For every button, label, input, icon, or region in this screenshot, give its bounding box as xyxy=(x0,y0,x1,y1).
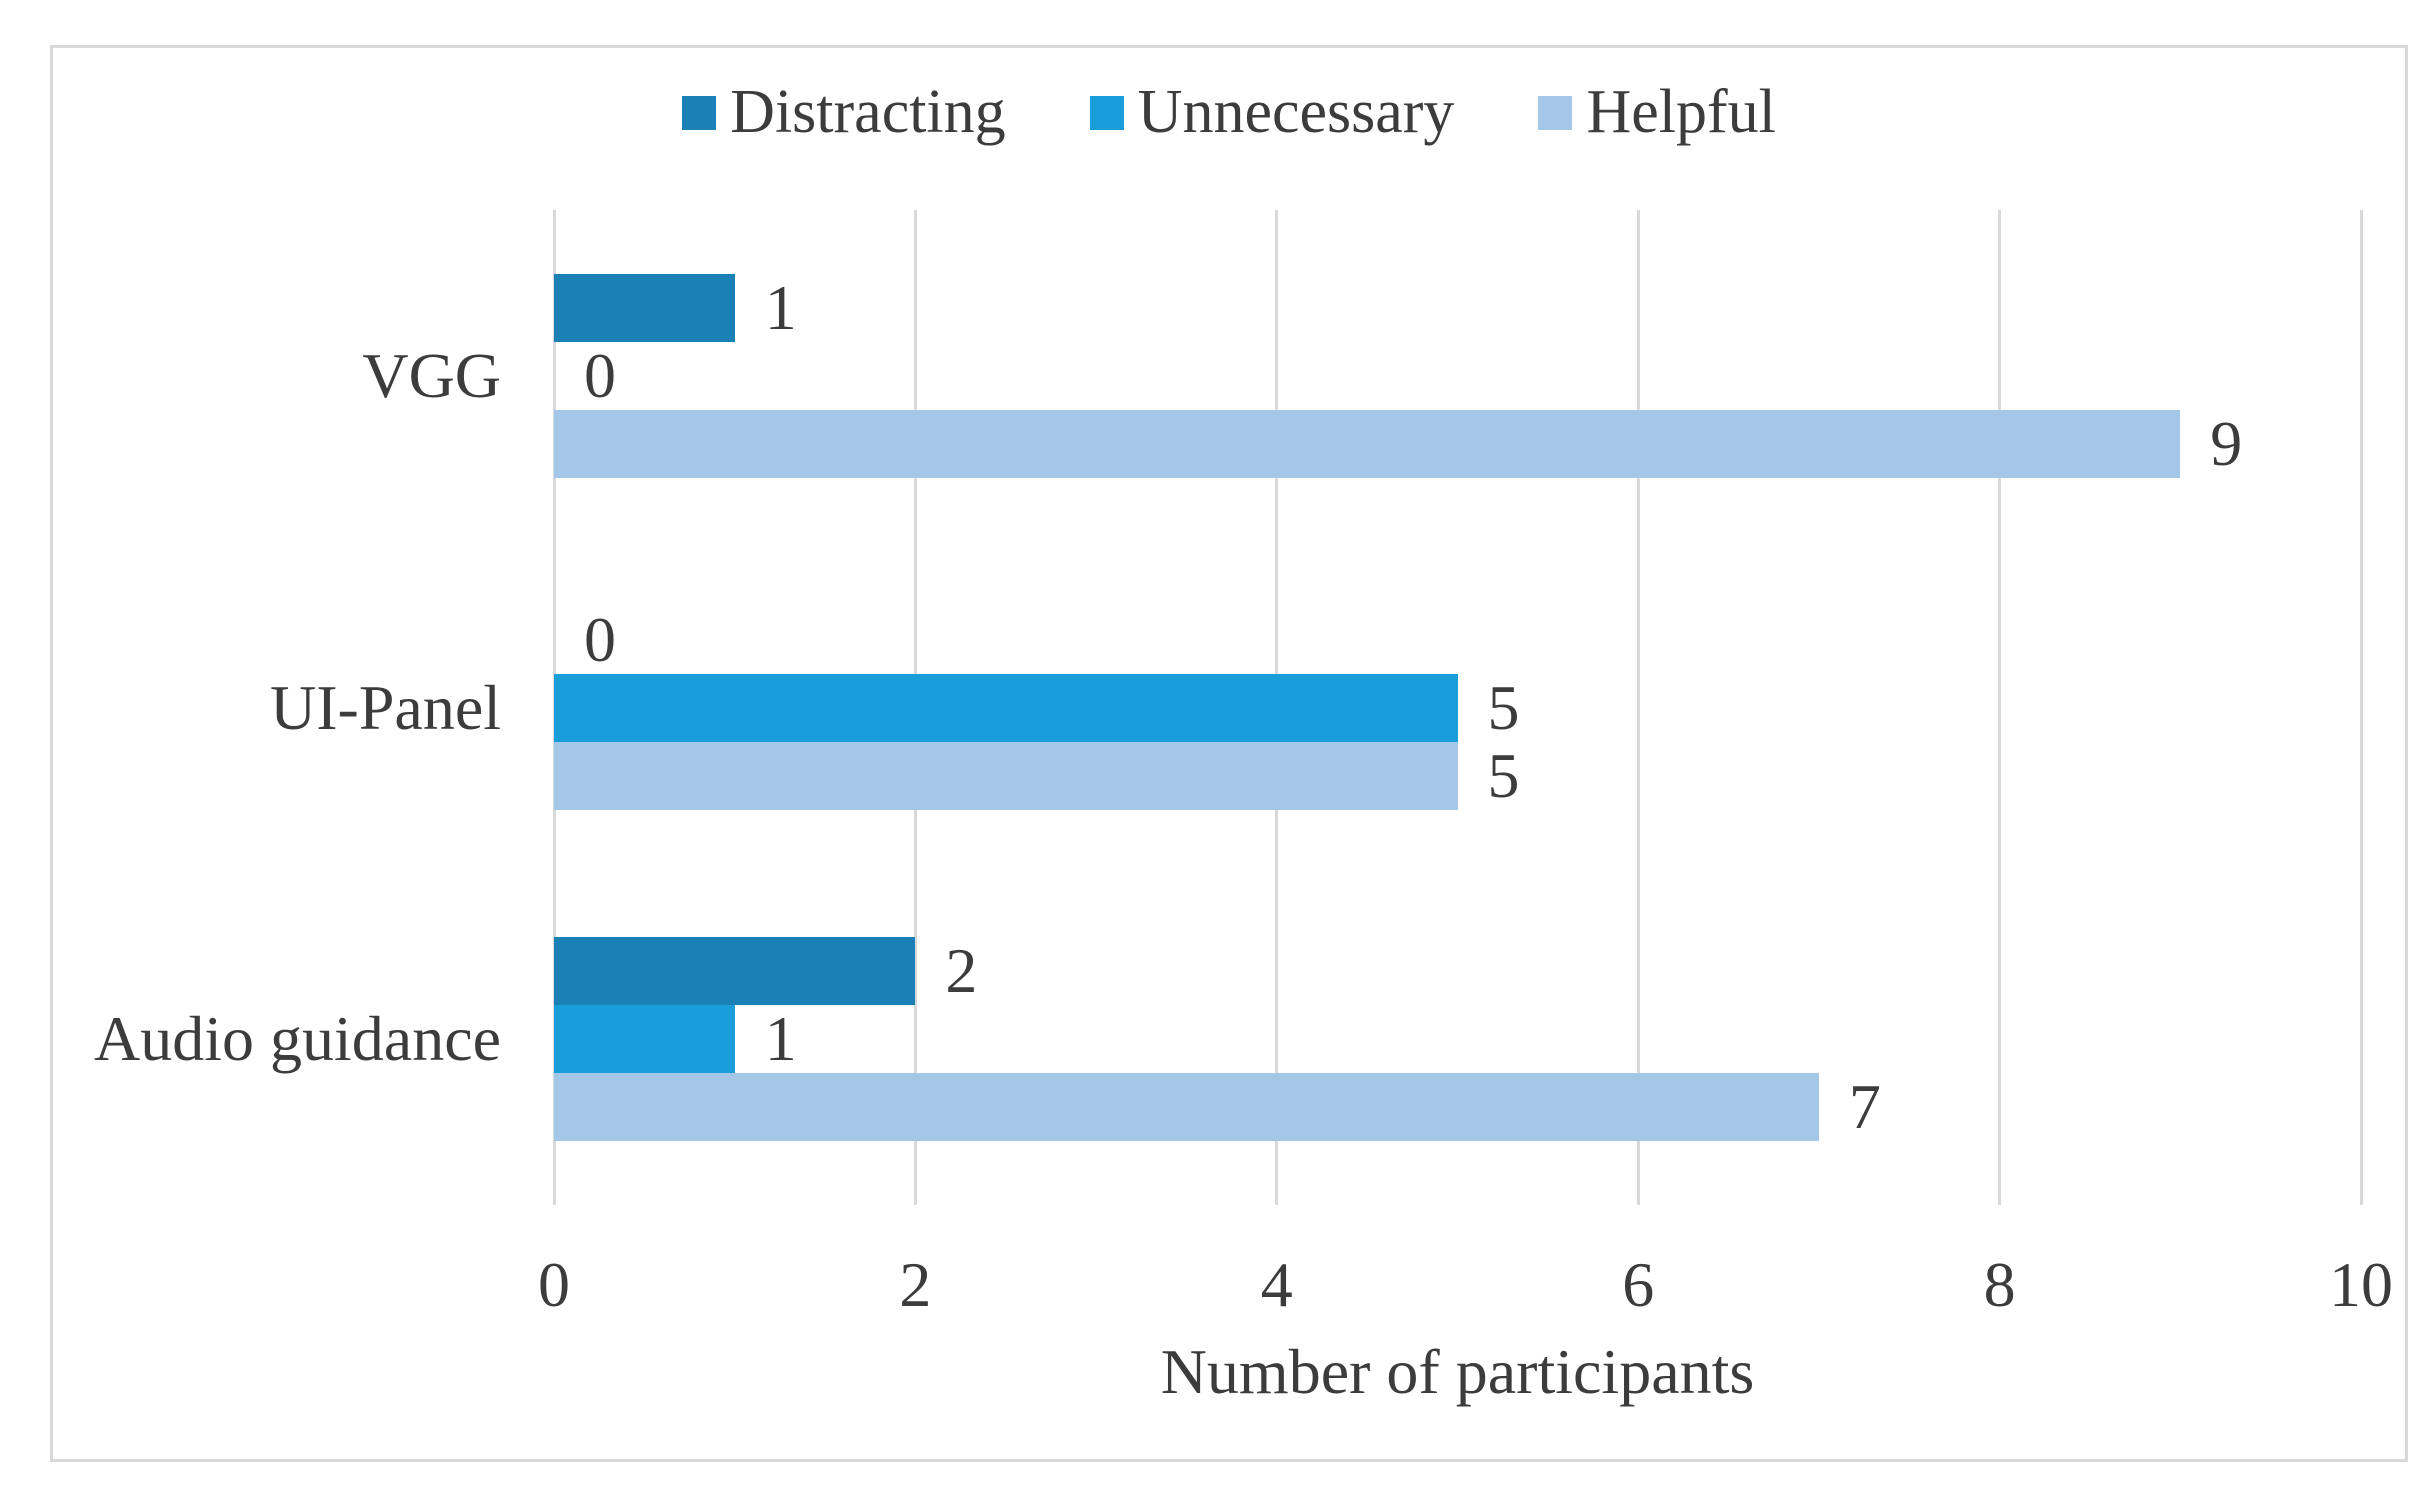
x-tick-label: 6 xyxy=(1622,1249,1655,1320)
chart-frame: Distracting Unnecessary Helpful 0 2 4 6 8 10 VGG… xyxy=(50,45,2408,1462)
bar-value-label-distracting-ui-panel: 0 xyxy=(584,603,616,675)
x-tick-label: 4 xyxy=(1260,1249,1293,1320)
bar-value-label-helpful-ui-panel: 5 xyxy=(1487,739,1520,811)
legend-label: Distracting xyxy=(730,78,1006,146)
bar-value-label-distracting-audio-guidance: 2 xyxy=(945,935,978,1007)
category-label-audio-guidance: Audio guidance xyxy=(94,1003,501,1075)
legend-swatch-icon xyxy=(682,96,717,130)
plot-area: 0 2 4 6 8 10 VGG 1 0 9 UI-Panel 0 5 5 Audio guidance 2 1… xyxy=(94,210,2393,1317)
bar-value-label-helpful-audio-guidance: 7 xyxy=(1848,1071,1881,1143)
bar-distracting-audio-guidance xyxy=(554,937,916,1006)
bar-unnecessary-ui-panel xyxy=(554,673,1458,742)
bar-helpful-ui-panel xyxy=(554,741,1458,810)
bar-distracting-vgg xyxy=(554,273,735,342)
chart-legend: Distracting Unnecessary Helpful xyxy=(53,81,2405,143)
bar-value-label-unnecessary-audio-guidance: 1 xyxy=(764,1003,797,1075)
legend-item-distracting: Distracting xyxy=(682,81,1006,143)
bar-value-label-unnecessary-vgg: 0 xyxy=(584,339,616,411)
x-tick-label: 0 xyxy=(538,1249,570,1320)
legend-item-helpful: Helpful xyxy=(1538,78,1776,146)
bar-helpful-vgg xyxy=(554,409,2181,478)
x-tick-label: 10 xyxy=(2329,1249,2393,1320)
x-tick-label: 2 xyxy=(899,1249,932,1320)
bar-value-label-helpful-vgg: 9 xyxy=(2210,407,2243,479)
legend-swatch-icon xyxy=(1089,96,1124,130)
gridline-x-6 xyxy=(1636,210,1640,1205)
bar-helpful-audio-guidance xyxy=(554,1073,1819,1142)
category-label-ui-panel: UI-Panel xyxy=(269,671,501,743)
x-tick-label: 8 xyxy=(1983,1249,2016,1320)
bar-value-label-unnecessary-ui-panel: 5 xyxy=(1487,671,1520,743)
gridline-x-8 xyxy=(1998,210,2002,1205)
legend-label: Unnecessary xyxy=(1137,78,1455,146)
bar-unnecessary-audio-guidance xyxy=(554,1005,735,1074)
x-axis-title: Number of participants xyxy=(1160,1336,1755,1407)
legend-label: Helpful xyxy=(1586,78,1776,146)
gridline-x-10 xyxy=(2359,210,2363,1205)
category-label-vgg: VGG xyxy=(362,339,501,411)
legend-swatch-icon xyxy=(1538,96,1573,130)
legend-item-unnecessary: Unnecessary xyxy=(1089,78,1455,146)
bar-value-label-distracting-vgg: 1 xyxy=(764,271,797,343)
